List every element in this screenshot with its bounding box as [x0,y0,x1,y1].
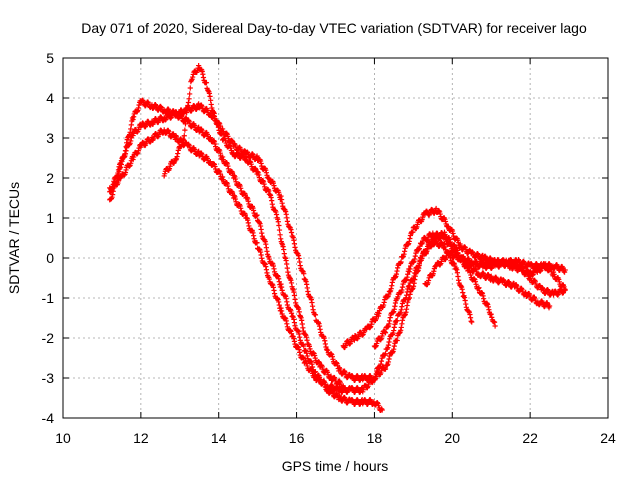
y-tick-label: 1 [46,210,54,226]
x-tick-label: 24 [600,430,616,446]
data-point [312,312,319,318]
data-point [301,343,307,349]
y-tick-labels: -4 -3 -2 -1 0 1 2 3 4 5 [42,50,55,426]
data-point [254,240,260,246]
x-tick-label: 10 [55,430,71,446]
x-tick-label: 14 [211,430,227,446]
data-point [410,229,416,235]
data-point [340,383,346,389]
x-tick-labels: 10 12 14 16 18 20 22 24 [55,430,616,446]
data-point [398,259,404,265]
x-tick-label: 16 [289,430,305,446]
data-point [562,267,568,273]
series-sat-a [107,97,475,383]
data-point [276,222,282,229]
y-axis-label: SDTVAR / TECUs [6,182,22,294]
y-tick-label: -1 [42,290,55,306]
data-point [394,337,400,344]
series-sat-g [422,249,568,298]
series-sat-d [161,62,346,391]
x-axis-label: GPS time / hours [282,458,389,474]
y-tick-label: 5 [46,50,54,66]
data-point [203,80,210,86]
chart-title: Day 071 of 2020, Sidereal Day-to-day VTE… [81,20,587,36]
x-tick-label: 22 [522,430,538,446]
data-point [187,91,193,97]
data-point [254,153,260,159]
data-point [186,96,192,102]
data-point [276,227,283,233]
y-tick-label: 2 [46,170,54,186]
data-point [301,271,307,277]
data-point [394,318,400,324]
data-point [211,110,217,117]
data-point [183,115,189,121]
y-tick-label: -3 [42,370,55,386]
data-point [254,212,260,218]
data-point [182,127,188,133]
data-point [312,369,319,375]
data-point [181,133,187,139]
axis-ticks [62,57,609,419]
plot-frame [62,57,609,419]
data-point [382,330,389,336]
y-tick-label: 0 [46,250,54,266]
data-point [219,131,225,137]
data-point [382,351,389,357]
y-tick-label: 3 [46,130,54,146]
data-points [107,62,568,413]
x-tick-label: 18 [367,430,383,446]
data-point [187,85,193,91]
y-tick-label: -4 [42,410,55,426]
y-tick-label: -2 [42,330,55,346]
data-point [562,287,568,293]
x-tick-label: 12 [133,430,149,446]
data-point [476,285,482,291]
data-point [492,323,498,329]
data-point [379,407,385,413]
data-point [469,319,475,325]
data-point [182,121,189,127]
series-sat-h [473,257,568,293]
data-point [301,355,307,362]
data-point [181,137,187,143]
data-point [547,303,553,309]
x-tick-label: 20 [444,430,460,446]
y-tick-label: 4 [46,90,54,106]
